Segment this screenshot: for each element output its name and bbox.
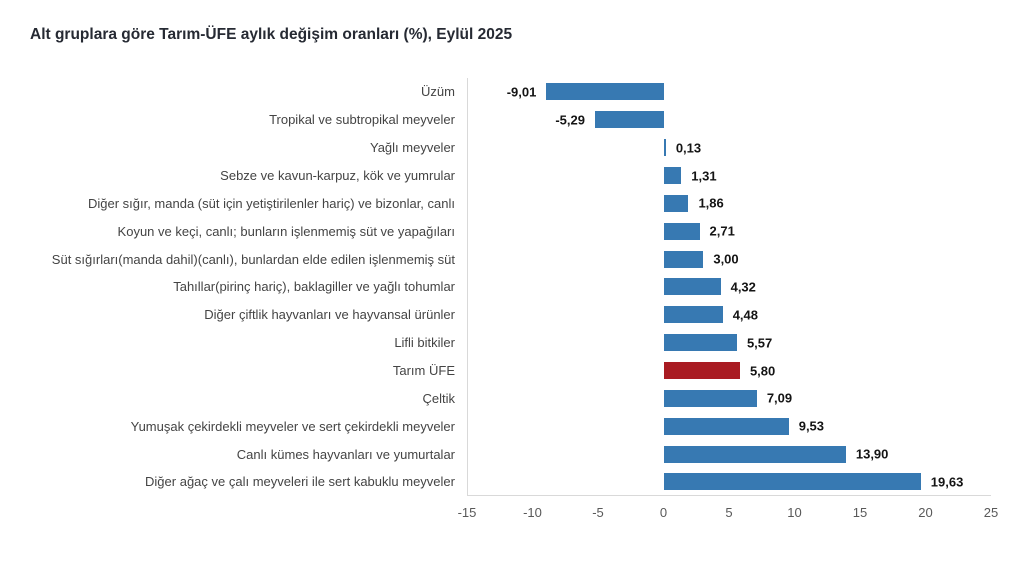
category-label: Canlı kümes hayvanları ve yumurtalar <box>236 446 455 462</box>
category-label: Lifli bitkiler <box>394 335 455 351</box>
plot-cell: 5,80 <box>467 356 991 385</box>
category-label: Tarım ÜFE <box>392 363 455 379</box>
plot-cell: 3,00 <box>467 245 991 274</box>
bar-row: Lifli bitkiler 5,57 <box>30 328 991 357</box>
value-label: 19,63 <box>930 474 964 490</box>
x-axis-tick: 20 <box>918 504 933 520</box>
bar-row: Tahıllar(pirinç hariç), baklagiller ve y… <box>30 273 991 301</box>
bar <box>664 194 689 212</box>
bar <box>664 222 700 240</box>
bar-row: Yumuşak çekirdekli meyveler ve sert çeki… <box>30 412 991 441</box>
bar <box>664 417 789 435</box>
plot-cell: 1,86 <box>467 189 991 218</box>
value-label: 1,31 <box>691 168 717 183</box>
value-label: 1,86 <box>698 195 724 211</box>
bar <box>664 334 737 352</box>
category-label: Üzüm <box>421 84 455 100</box>
bar <box>664 166 682 184</box>
bar-row: Süt sığırları(manda dahil)(canlı), bunla… <box>30 245 991 274</box>
category-label: Diğer ağaç ve çalı meyveleri ile sert ka… <box>145 474 455 490</box>
plot-cell: 5,57 <box>467 328 991 357</box>
bar <box>664 139 666 157</box>
plot-cell: 2,71 <box>467 217 991 246</box>
bar-row: Yağlı meyveler 0,13 <box>30 133 991 162</box>
plot-cell: 0,13 <box>467 133 991 162</box>
value-label: 0,13 <box>675 140 702 156</box>
bar <box>664 278 721 296</box>
bar-row: Sebze ve kavun-karpuz, kök ve yumrular 1,… <box>30 161 991 190</box>
category-label: Yumuşak çekirdekli meyveler ve sert çeki… <box>130 418 455 434</box>
bar-chart: Üzüm -9,01 Tropikal ve subtropikal meyvele… <box>30 78 999 522</box>
plot-cell: 4,32 <box>467 273 991 301</box>
bar <box>546 83 665 101</box>
bar-row: Çeltik 7,09 <box>30 384 991 413</box>
bar <box>664 445 846 463</box>
bar-row: Üzüm -9,01 <box>30 78 991 106</box>
value-label: -5,29 <box>555 112 585 128</box>
bar <box>594 111 665 129</box>
plot-cell: 9,53 <box>467 412 991 441</box>
category-label: Tahıllar(pirinç hariç), baklagiller ve y… <box>173 279 455 295</box>
value-label: 2,71 <box>709 223 735 239</box>
x-axis-tick: -15 <box>457 504 477 520</box>
plot-cell: 4,48 <box>467 300 991 329</box>
plot-cell: -5,29 <box>467 105 991 134</box>
category-label: Diğer çiftlik hayvanları ve hayvansal ür… <box>204 307 455 323</box>
value-label: 9,53 <box>798 418 825 434</box>
bar-row: Diğer ağaç ve çalı meyveleri ile sert ka… <box>30 468 991 496</box>
category-label: Diğer sığır, manda (süt için yetiştirile… <box>87 195 455 211</box>
value-label: 4,48 <box>732 307 758 323</box>
bar-row: Koyun ve keçi, canlı; bunların işlenmemi… <box>30 217 991 246</box>
value-label: 5,57 <box>746 335 773 351</box>
bar-row: Tarım ÜFE 5,80 <box>30 356 991 385</box>
plot-cell: 13,90 <box>467 440 991 469</box>
x-axis-tick: 5 <box>725 504 733 520</box>
x-axis-tick: -5 <box>592 504 604 520</box>
value-label: 5,80 <box>749 363 776 379</box>
value-label: 3,00 <box>713 251 739 267</box>
category-label: Süt sığırları(manda dahil)(canlı), bunla… <box>51 251 455 267</box>
value-label: 13,90 <box>855 446 889 462</box>
x-axis-tick: 10 <box>787 504 802 520</box>
bar-row: Diğer çiftlik hayvanları ve hayvansal ür… <box>30 300 991 329</box>
plot-cell: 1,31 <box>467 161 991 190</box>
plot-cell: -9,01 <box>467 78 991 106</box>
bar <box>664 306 723 324</box>
bar <box>664 473 921 491</box>
bar-row: Canlı kümes hayvanları ve yumurtalar 13,9… <box>30 440 991 469</box>
x-axis-tick: 0 <box>659 504 668 520</box>
bar <box>664 389 757 407</box>
category-label: Sebze ve kavun-karpuz, kök ve yumrular <box>220 168 455 183</box>
category-label: Yağlı meyveler <box>369 140 455 156</box>
x-axis-tick: 15 <box>852 504 868 520</box>
plot-cell: 19,63 <box>467 468 991 496</box>
value-label: 4,32 <box>730 279 756 295</box>
value-label: -9,01 <box>506 84 537 100</box>
category-label: Tropikal ve subtropikal meyveler <box>269 112 455 128</box>
bar <box>664 250 704 268</box>
bar-rows: Üzüm -9,01 Tropikal ve subtropikal meyvele… <box>30 78 991 496</box>
x-axis: -15 -10 -5 0 5 10 15 20 25 <box>458 496 999 522</box>
x-axis-tick: 25 <box>983 504 999 520</box>
plot-cell: 7,09 <box>467 384 991 413</box>
value-label: 7,09 <box>766 390 793 406</box>
chart-title: Alt gruplara göre Tarım-ÜFE aylık değişi… <box>30 26 513 43</box>
category-label: Koyun ve keçi, canlı; bunların işlenmemi… <box>117 223 455 239</box>
highlight-bar <box>664 361 740 379</box>
category-label: Çeltik <box>422 390 455 406</box>
bar-row: Diğer sığır, manda (süt için yetiştirile… <box>30 189 991 218</box>
x-axis-tick: -10 <box>523 504 542 520</box>
bar-row: Tropikal ve subtropikal meyveler -5,29 <box>30 105 991 134</box>
